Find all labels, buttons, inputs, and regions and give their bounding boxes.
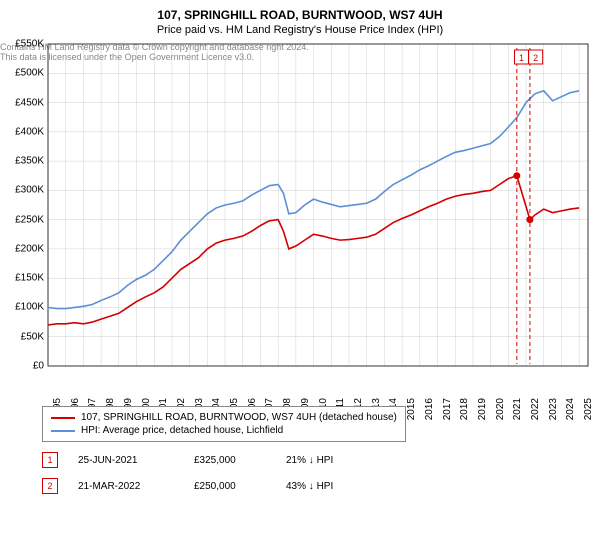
- x-tick-label: 2018: [459, 398, 470, 426]
- x-tick-label: 2017: [442, 398, 453, 426]
- x-tick-label: 2019: [477, 398, 488, 426]
- legend-swatch: [51, 417, 75, 419]
- legend: 107, SPRINGHILL ROAD, BURNTWOOD, WS7 4UH…: [42, 406, 406, 442]
- svg-text:2: 2: [533, 53, 538, 63]
- sale-date: 25-JUN-2021: [78, 455, 174, 466]
- sale-price: £250,000: [194, 481, 266, 492]
- legend-row: HPI: Average price, detached house, Lich…: [51, 424, 397, 437]
- x-tick-label: 2025: [583, 398, 594, 426]
- x-tick-label: 2022: [530, 398, 541, 426]
- x-tick-label: 2024: [565, 398, 576, 426]
- sale-badge: 1: [42, 452, 58, 468]
- plot-svg: 12: [0, 0, 592, 370]
- sale-price: £325,000: [194, 455, 266, 466]
- sale-vs-hpi: 43% ↓ HPI: [286, 481, 333, 492]
- x-tick-label: 2020: [495, 398, 506, 426]
- legend-label: 107, SPRINGHILL ROAD, BURNTWOOD, WS7 4UH…: [81, 412, 397, 423]
- svg-text:1: 1: [519, 53, 524, 63]
- sale-date: 21-MAR-2022: [78, 481, 174, 492]
- legend-row: 107, SPRINGHILL ROAD, BURNTWOOD, WS7 4UH…: [51, 411, 397, 424]
- x-tick-label: 2016: [424, 398, 435, 426]
- sale-row: 1 25-JUN-2021 £325,000 21% ↓ HPI: [42, 452, 333, 468]
- sale-row: 2 21-MAR-2022 £250,000 43% ↓ HPI: [42, 478, 333, 494]
- x-tick-label: 2023: [548, 398, 559, 426]
- legend-swatch: [51, 430, 75, 432]
- sale-badge: 2: [42, 478, 58, 494]
- sale-vs-hpi: 21% ↓ HPI: [286, 455, 333, 466]
- x-tick-label: 2015: [406, 398, 417, 426]
- chart-container: 107, SPRINGHILL ROAD, BURNTWOOD, WS7 4UH…: [0, 0, 600, 560]
- x-tick-label: 2021: [512, 398, 523, 426]
- legend-label: HPI: Average price, detached house, Lich…: [81, 425, 283, 436]
